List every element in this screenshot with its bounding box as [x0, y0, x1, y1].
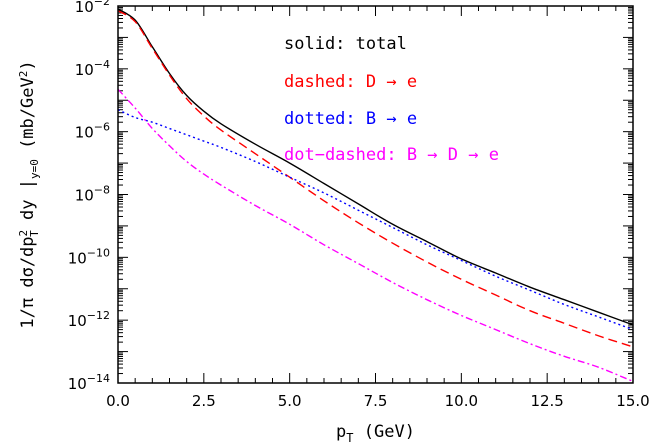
x-axis-label: pT (GeV) [336, 422, 415, 445]
legend-entry: solid: total [284, 34, 407, 54]
legend-entry: dot−dashed: B → D → e [284, 145, 499, 165]
x-tick-label: 0.0 [106, 392, 130, 410]
x-tick-label: 12.5 [530, 392, 563, 410]
y-tick-labels: 10−2 10−4 10−6 10−8 10−10 10−12 10−14 [68, 0, 110, 393]
y-tick-label: 10−8 [75, 184, 110, 205]
x-tick-labels: 0.0 2.5 5.0 7.5 10.0 12.5 15.0 [106, 392, 650, 410]
legend: solid: total dashed: D → e dotted: B → e do… [284, 34, 499, 165]
x-tick-label: 5.0 [278, 392, 302, 410]
x-tick-label: 10.0 [445, 392, 478, 410]
x-tick-label: 2.5 [192, 392, 216, 410]
curves [117, 8, 634, 383]
curve-dotted [117, 109, 634, 331]
legend-entry: dotted: B → e [284, 109, 417, 129]
y-tick-label: 10−4 [75, 58, 110, 79]
y-tick-label: 10−2 [75, 0, 110, 16]
curve-dot-dashed [117, 88, 634, 383]
curve-solid [117, 8, 634, 326]
curve-dashed [117, 10, 634, 348]
plot-frame [117, 5, 634, 384]
x-tick-label: 7.5 [364, 392, 388, 410]
y-tick-label: 10−6 [75, 121, 110, 142]
legend-entry: dashed: D → e [284, 72, 417, 92]
axis-ticks [117, 5, 634, 384]
y-tick-label: 10−10 [68, 246, 110, 267]
x-tick-label: 15.0 [616, 392, 649, 410]
y-tick-label: 10−12 [68, 309, 110, 330]
y-tick-label: 10−14 [68, 372, 110, 393]
y-axis-label: 1/π dσ/dp2T dy |y=0 (mb/GeV2) [17, 60, 41, 328]
